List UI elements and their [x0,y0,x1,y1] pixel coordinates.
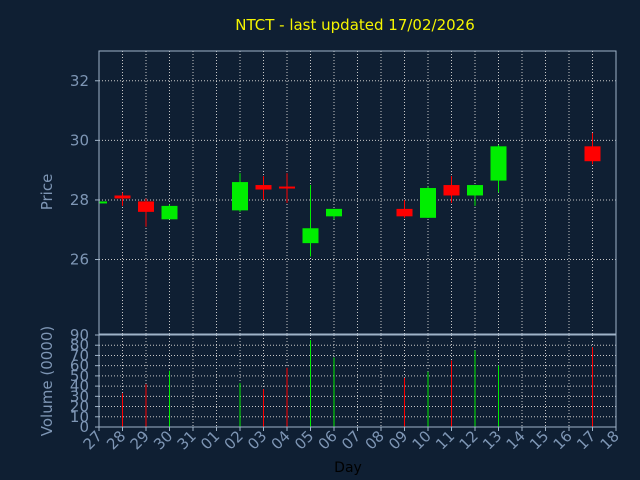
x-tick-label: 08 [362,427,388,453]
candle-body [232,182,248,211]
x-tick-label: 06 [315,427,341,453]
volume-tick-label: 10 [70,408,89,426]
x-tick-label: 31 [174,427,200,453]
x-axis-label: Day [334,460,362,476]
candle-body [279,186,295,189]
candle-body [490,146,507,181]
price-tick-label: 32 [70,72,89,90]
x-tick-label: 11 [432,427,458,453]
volume-tick-label: 40 [70,377,89,395]
x-tick-label: 17 [573,427,599,453]
x-tick-label: 09 [385,427,411,453]
price-tick-label: 28 [70,191,89,209]
volume-bars [122,340,593,427]
candle-body [443,185,460,196]
price-tick-label: 30 [70,131,89,149]
volume-tick-label: 90 [70,326,89,344]
volume-tick-label: 30 [70,387,89,405]
x-tick-label: 15 [526,427,552,453]
candle-body [138,201,154,212]
x-tick-label: 04 [268,427,294,453]
candle-body [99,201,107,204]
x-tick-label: 12 [456,427,482,453]
volume-tick-label: 60 [70,357,89,375]
x-tick-label: 05 [291,427,317,453]
x-tick-label: 01 [197,427,223,453]
x-tick-label: 02 [221,427,247,453]
x-tick-label: 07 [338,427,364,453]
price-panel-frame [98,50,617,335]
volume-grid [99,335,616,427]
x-tick-label: 29 [127,427,153,453]
candles [98,132,601,257]
candle-body [326,208,342,217]
x-ticks: 2728293031010203040506070809101112131415… [80,427,623,453]
volume-tick-label: 80 [70,336,89,354]
volume-axis-label: Volume (0000) [38,326,56,436]
chart-title: NTCT - last updated 17/02/2026 [235,16,475,34]
candle-body [114,195,131,199]
volume-tick-label: 20 [70,398,89,416]
candle-body [420,188,436,218]
candle-body [302,228,319,244]
candle-body [467,185,483,196]
price-ticks: 26 28 30 32 [70,72,99,269]
x-tick-label: 28 [103,427,129,453]
volume-tick-label: 70 [70,346,89,364]
volume-tick-label: 0 [79,418,89,436]
candle-body [396,208,413,217]
x-tick-label: 03 [244,427,270,453]
price-tick-label: 26 [70,251,89,269]
x-tick-label: 16 [550,427,576,453]
candle-body [161,205,178,220]
x-tick-label: 18 [597,427,623,453]
candle-body [255,185,272,190]
volume-tick-label: 50 [70,367,89,385]
candle-body [584,146,601,162]
x-tick-label: 10 [409,427,435,453]
x-tick-label: 30 [150,427,176,453]
x-tick-label: 13 [479,427,505,453]
price-grid [99,51,616,334]
x-tick-label: 14 [503,427,529,453]
price-axis-label: Price [38,174,56,211]
